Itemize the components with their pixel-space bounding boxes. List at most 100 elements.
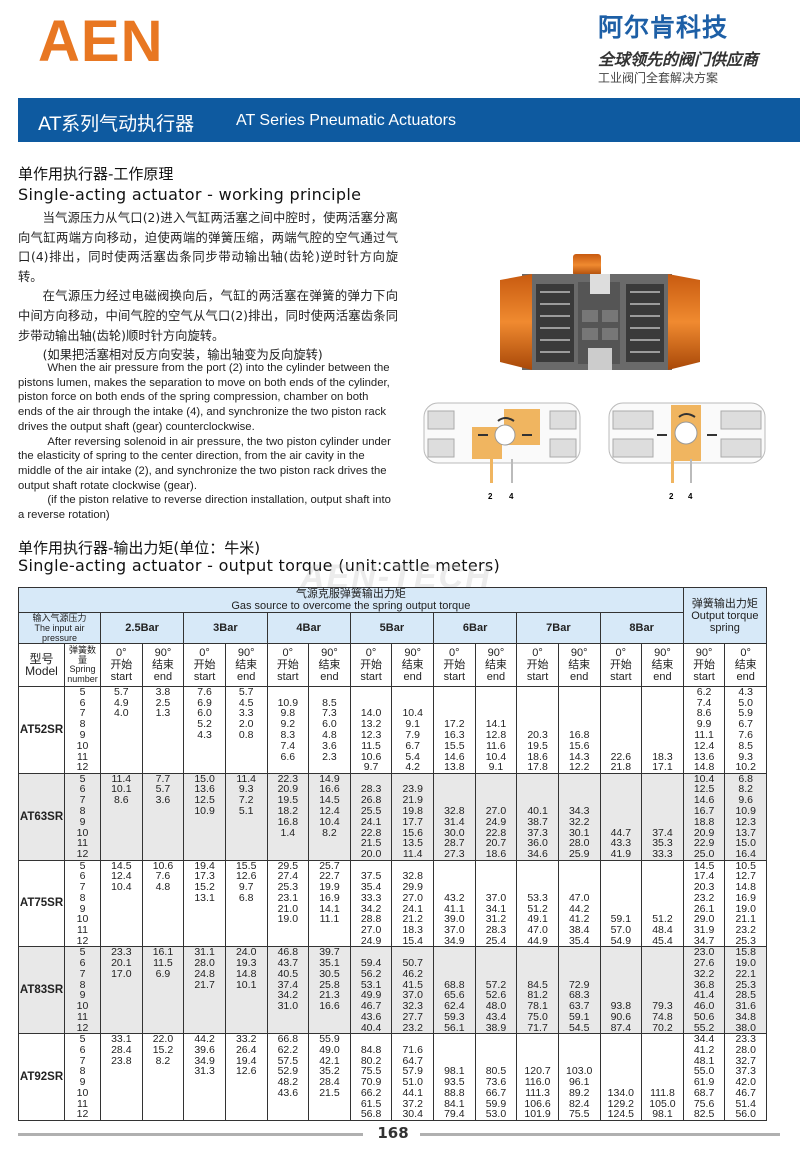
spring-number: 7: [64, 795, 101, 806]
port-4-label: 4: [688, 492, 693, 501]
spring-number: 9: [64, 730, 101, 741]
torque-value: 59.3: [433, 1012, 476, 1023]
torque-value: [641, 740, 684, 752]
torque-value: [557, 1055, 601, 1067]
subheader-end: 90° 结束 end: [557, 643, 601, 687]
torque-value: [641, 697, 684, 709]
torque-value: 43.6: [266, 1088, 310, 1099]
spring-number: 5: [64, 686, 101, 698]
torque-value: 23.1: [266, 893, 310, 904]
torque-value: [308, 849, 351, 861]
torque-value: [474, 881, 518, 893]
torque-value: [224, 1098, 268, 1110]
torque-value: [474, 795, 518, 806]
torque-value: [308, 1022, 351, 1035]
torque-value: [100, 838, 143, 850]
torque-value: 10.4: [308, 817, 351, 828]
spring-number: 10: [64, 1001, 101, 1012]
spring-number: 5: [64, 859, 101, 872]
torque-value: 12.8: [474, 730, 518, 741]
angle: 0°: [282, 647, 294, 659]
torque-value: [516, 795, 559, 806]
spring-group-cn: 弹簧输出力矩: [691, 597, 758, 610]
torque-value: [224, 1109, 268, 1121]
label-cn: 结束: [401, 659, 424, 671]
paragraph: (if the piston relative to reverse direc…: [18, 494, 391, 522]
torque-value: 10.1: [224, 979, 268, 991]
pressure-2.5Bar: 2.5Bar: [99, 612, 185, 644]
table-row: 9 4.3 0.8 8.3 4.8 12.3 7.9 16.3 12.8 20.3 16.8 11.1…: [19, 730, 767, 741]
torque-value: 23.2: [682, 893, 726, 904]
torque-value: 20.0: [349, 849, 393, 861]
torque-value: 22.9: [682, 838, 726, 850]
torque-value: [100, 1066, 143, 1078]
principle-text-en: When the air pressure from the port (2) …: [18, 361, 393, 523]
torque-value: 7.6: [724, 730, 767, 741]
pressure-6Bar: 6Bar: [432, 612, 518, 644]
torque-value: 88.8: [433, 1088, 476, 1099]
torque-value: 49.0: [308, 1045, 351, 1056]
torque-value: 120.7: [516, 1066, 559, 1078]
torque-value: [557, 871, 601, 882]
label-cn: 结束: [318, 659, 341, 671]
torque-value: 36.8: [682, 979, 726, 991]
angle: 0°: [532, 647, 543, 659]
label-en: end: [320, 671, 339, 683]
torque-value: [183, 935, 226, 948]
torque-value: 28.3: [474, 925, 518, 936]
torque-value: [641, 816, 684, 828]
torque-value: [100, 816, 143, 828]
torque-value: 11.1: [682, 730, 726, 741]
torque-value: [641, 946, 684, 958]
torque-value: [308, 1011, 351, 1023]
spring-number: 8: [64, 893, 101, 904]
label-cn: 结束: [235, 659, 258, 671]
label-cn: 开始: [443, 659, 466, 671]
torque-value: [433, 1044, 476, 1056]
torque-value: [224, 1087, 268, 1099]
torque-value: [183, 914, 226, 926]
label-en: end: [653, 671, 672, 683]
table-row: 12 40.4 23.2 56.1 38.9 71.7 54.5 87.4 70.2 55.2 38…: [19, 1022, 767, 1035]
torque-value: [641, 968, 684, 980]
torque-value: [557, 881, 601, 893]
torque-value: [433, 697, 476, 709]
torque-value: [474, 871, 518, 882]
torque-value: [141, 1098, 185, 1110]
torque-value: 20.7: [474, 838, 518, 850]
pressure-5Bar: 5Bar: [349, 612, 435, 644]
torque-value: 17.7: [391, 817, 434, 828]
torque-value: 23.2: [391, 1022, 434, 1035]
model-header: 型号 Model: [18, 643, 65, 687]
paragraph: (如果把活塞相对反方向安装，输出轴变为反向旋转): [42, 348, 323, 363]
torque-value: 11.5: [349, 741, 393, 752]
torque-value: 6.8: [724, 772, 767, 785]
torque-value: 66.2: [349, 1088, 393, 1099]
torque-value: 37.0: [474, 893, 518, 904]
torque-value: [224, 1001, 268, 1012]
torque-value: 17.8: [516, 762, 559, 774]
torque-value: 1.3: [141, 708, 185, 720]
torque-value: [474, 697, 518, 709]
torque-value: 49.1: [516, 914, 559, 926]
table-row: 11 21.5 13.5 28.7 20.7 36.0 28.0 43.3 35.3 22.9 15…: [19, 838, 767, 850]
spring-number: 9: [64, 1077, 101, 1088]
torque-value: [308, 762, 351, 774]
angle: 0°: [199, 647, 210, 659]
torque-value: [266, 925, 310, 936]
table-row: 9 16.8 10.4 24.1 17.7 31.4 24.9 38.7 32.2 18.8 12.…: [19, 817, 767, 828]
table-row: AT75SR 5 14.5 10.6 19.4 15.5 29.5 25.7 14.5 10.5: [18, 859, 767, 948]
torque-value: 40.1: [516, 806, 559, 817]
torque-value: 25.3: [724, 979, 767, 991]
torque-value: 17.1: [641, 762, 684, 774]
torque-value: [141, 719, 185, 730]
torque-value: 30.5: [308, 969, 351, 980]
spring-number: 7: [64, 969, 101, 980]
label-cn: 结束: [651, 659, 674, 671]
torque-value: [100, 805, 143, 817]
torque-value: [183, 903, 226, 915]
torque-value: [641, 859, 684, 872]
torque-value: [224, 1022, 268, 1035]
port-2-label: 2: [488, 492, 493, 501]
torque-value: 21.1: [724, 914, 767, 926]
